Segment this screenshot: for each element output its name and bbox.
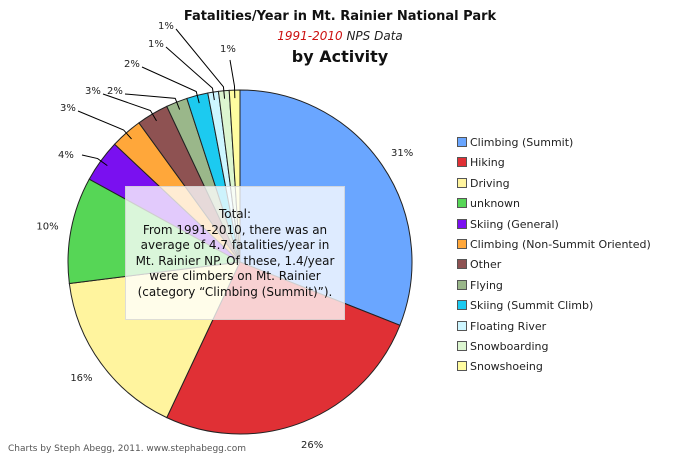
slice-label: 10% — [36, 221, 58, 232]
legend-swatch — [457, 157, 467, 168]
credit-text: Charts by Steph Abegg, 2011. www.stephab… — [8, 444, 246, 454]
slice-label: 2% — [107, 86, 123, 97]
legend-swatch — [457, 239, 467, 249]
slice-label: 31% — [391, 148, 413, 159]
callout-line — [102, 93, 157, 122]
legend-item: Flying — [457, 279, 503, 293]
legend-label: Other — [470, 258, 502, 272]
legend-swatch — [457, 320, 467, 331]
legend-item: Skiing (General) — [457, 218, 559, 232]
legend-item: Climbing (Non-Summit Oriented) — [457, 238, 651, 252]
callout-line — [141, 66, 200, 104]
legend-swatch — [457, 279, 467, 290]
legend-swatch — [457, 259, 467, 270]
slice-label: 2% — [124, 59, 140, 70]
callout-line — [165, 46, 215, 101]
legend-item: Snowboarding — [457, 340, 548, 354]
note-line: Mt. Rainier NP. Of these, 1.4/year — [135, 253, 335, 268]
legend-label: Climbing (Non-Summit Oriented) — [470, 238, 651, 251]
note-line: (category “Climbing (Summit)”). — [137, 284, 333, 299]
legend-swatch — [457, 361, 467, 372]
slice-label: 4% — [58, 150, 74, 161]
legend-label: Snowboarding — [470, 340, 549, 353]
legend-label: Snowshoeing — [470, 360, 543, 374]
legend-label: Skiing (General) — [470, 217, 559, 231]
legend-swatch — [457, 198, 467, 209]
chart-subtitle: 1991-2010 NPS Data — [150, 29, 530, 43]
callout-line — [229, 59, 236, 99]
callout-line — [77, 110, 132, 140]
legend-label: Flying — [470, 278, 503, 292]
slice-label: 26% — [301, 440, 323, 451]
subtitle-source: NPS Data — [342, 29, 403, 43]
slice-label: 1% — [220, 44, 236, 55]
legend-label: Hiking — [470, 156, 505, 170]
legend-item: Other — [457, 258, 501, 272]
slice-label: 3% — [60, 103, 76, 114]
legend-label: Skiing (Summit Climb) — [470, 299, 594, 313]
subtitle-years: 1991-2010 — [277, 29, 343, 43]
slice-label: 1% — [158, 21, 174, 32]
slice-label: 16% — [70, 373, 92, 384]
legend-label: Floating River — [470, 319, 547, 333]
note-line: From 1991-2010, there was an — [142, 222, 328, 237]
note-line: were climbers on Mt. Rainier — [149, 269, 321, 283]
legend-swatch — [457, 218, 467, 229]
legend-item: Floating River — [457, 320, 546, 334]
note-line: average of 4.7 fatalities/year in — [140, 238, 330, 252]
chart-title-secondary: by Activity — [291, 47, 389, 66]
legend-swatch — [457, 177, 467, 188]
note-line: Total: — [218, 207, 252, 221]
legend-swatch — [457, 137, 467, 147]
callout-line — [124, 93, 181, 110]
legend-item: Climbing (Summit) — [457, 136, 573, 150]
chart-title: Fatalities/Year in Mt. Rainier National … — [183, 9, 497, 24]
legend-swatch — [457, 341, 467, 351]
summary-note: Total: From 1991-2010, there was an aver… — [125, 186, 345, 320]
legend-label: unknown — [470, 197, 520, 211]
legend-swatch — [457, 300, 467, 311]
legend-label: Driving — [470, 176, 510, 190]
legend-item: Skiing (Summit Climb) — [457, 299, 593, 313]
legend-item: Snowshoeing — [457, 360, 543, 374]
callout-line — [175, 28, 226, 99]
slice-label: 1% — [148, 39, 164, 50]
legend-item: Driving — [457, 177, 510, 191]
callout-line — [81, 154, 108, 167]
slice-label: 3% — [85, 86, 101, 97]
legend-item: unknown — [457, 197, 520, 211]
legend-label: Climbing (Summit) — [470, 136, 574, 149]
legend-item: Hiking — [457, 156, 505, 170]
